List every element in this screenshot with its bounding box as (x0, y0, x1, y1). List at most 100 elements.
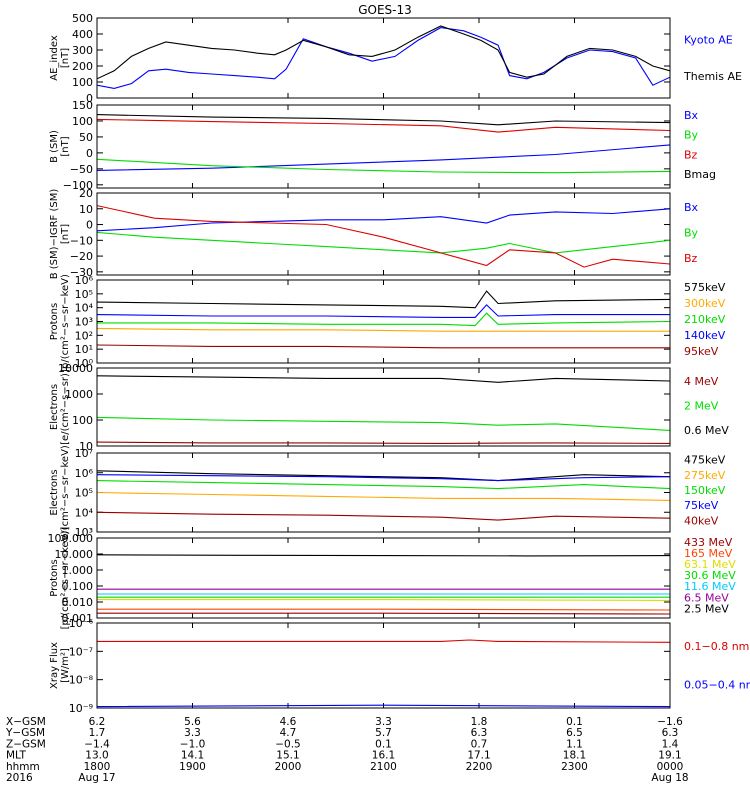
legend-label: By (684, 227, 699, 240)
legend-label: Themis AE (683, 70, 742, 83)
time-axis-value: −1.0 (180, 738, 206, 750)
time-axis-value: 2200 (466, 761, 493, 773)
time-axis-value: 6.5 (566, 727, 583, 739)
series-line-95kev (97, 344, 670, 349)
series-line-40kev (97, 511, 670, 521)
legend-label: Bz (684, 148, 698, 161)
y-tick-label: 100.000 (48, 532, 94, 545)
series-line-0-05-0-4-nm (97, 704, 670, 708)
y-tick-label: −50 (70, 163, 93, 176)
panel-protons_mev: 0.001 0.010 0.100 1.000 10.000 100.000 Protons… (48, 527, 737, 630)
series-line-bmag (97, 114, 670, 126)
y-tick-label: 10⁵ (75, 288, 93, 301)
time-axis-value: 19.1 (658, 750, 681, 762)
y-tick-label: 10⁶ (75, 467, 94, 480)
series-line-575kev (97, 290, 670, 309)
time-axis-value: 2100 (370, 761, 397, 773)
series-line-75kev (97, 474, 670, 482)
time-axis-value: 0.1 (375, 738, 392, 750)
panel-frame (96, 279, 671, 364)
time-axis-value: 14.1 (181, 750, 204, 762)
legend-label: 475keV (684, 454, 726, 467)
y-axis-label: p/(cm²−s−sr−keV) (60, 274, 71, 369)
time-axis-value: 3.3 (375, 716, 392, 728)
y-axis-label: [nT] (60, 224, 71, 244)
y-tick-label: 1000 (65, 388, 93, 401)
time-axis-value: Aug 17 (78, 772, 115, 784)
legend-label: Bz (684, 252, 698, 265)
legend-label: 275keV (684, 469, 726, 482)
panel-electrons_mev: 10 100 1000 10000 Electrons [e/(cm²−s−sr)] 4 M… (49, 362, 729, 453)
legend-label: 4 MeV (684, 375, 719, 388)
series-line-63-1-mev (97, 599, 670, 601)
y-tick-label: −30 (70, 266, 93, 279)
y-tick-label: 200 (72, 60, 93, 73)
panel-bigrf: −30 −20 −10 0 10 20 B (SM)−IGRF (SM) [nT] Bx By Bz (49, 187, 699, 279)
y-tick-label: 150 (72, 99, 93, 112)
y-axis-label: Protons (49, 559, 60, 596)
y-axis-label: B (SM)−IGRF (SM) (49, 189, 60, 280)
legend-label: Bx (684, 201, 699, 214)
series-line-4-mev (97, 441, 670, 444)
time-axis-value: −0.5 (275, 738, 301, 750)
legend-label: 0.1−0.8 nm (684, 640, 749, 653)
time-axis-value: 16.1 (372, 750, 395, 762)
time-axis-row-label: 2016 (6, 772, 33, 784)
legend-label: 75keV (684, 499, 719, 512)
series-line-433-mev (97, 612, 670, 615)
time-axis-value: 5.6 (184, 716, 201, 728)
series-line-150kev (97, 480, 670, 490)
panel-bsm: −100 −50 0 50 100 150 B (SM) [nT] Bx By Bz Bmag (49, 99, 716, 192)
y-tick-label: −10 (70, 234, 93, 247)
time-axis-value: 4.7 (280, 727, 297, 739)
y-tick-label: 300 (72, 44, 93, 57)
legend-label: Bx (684, 109, 699, 122)
legend-label: 40keV (684, 514, 719, 527)
panel-frame (96, 537, 671, 619)
legend-label: 165 MeV (684, 547, 733, 560)
time-axis-value: 1.8 (471, 716, 488, 728)
y-tick-label: 100 (72, 414, 93, 427)
panel-frame (96, 622, 671, 709)
y-tick-label: 10¹ (75, 343, 93, 356)
y-tick-label: 10 (79, 203, 93, 216)
time-axis-row-label: Z−GSM (6, 738, 46, 750)
time-axis-row-label: X−GSM (6, 716, 46, 728)
y-tick-label: 10⁻⁷ (69, 645, 93, 658)
time-axis-value: 18.1 (563, 750, 586, 762)
panel-frame (96, 367, 671, 447)
time-axis-value: −1.6 (657, 716, 683, 728)
legend-label: 63.1 MeV (684, 558, 736, 571)
y-tick-label: −20 (70, 250, 93, 263)
legend-label: Kyoto AE (684, 33, 733, 46)
legend-label: 140keV (684, 329, 726, 342)
y-tick-label: 10⁴ (75, 506, 94, 519)
legend-label: 433 MeV (684, 536, 733, 549)
time-axis-value: 1.1 (566, 738, 583, 750)
y-tick-label: 20 (79, 187, 93, 200)
legend-label: 575keV (684, 281, 726, 294)
legend-label: 300keV (684, 297, 726, 310)
y-tick-label: 10³ (75, 316, 93, 329)
panel-frame (96, 104, 671, 189)
series-line-bz (97, 118, 670, 133)
y-axis-label: [nT] (60, 48, 71, 68)
legend-label: 6.5 MeV (684, 591, 729, 604)
time-axis-value: 6.3 (662, 727, 679, 739)
time-axis-value: −1.4 (84, 738, 110, 750)
y-tick-label: 10⁰ (75, 357, 94, 370)
panel-frame (96, 17, 671, 99)
time-axis-row-label: Y−GSM (5, 727, 45, 739)
time-axis-value: 3.3 (184, 727, 201, 739)
y-tick-label: 500 (72, 12, 93, 25)
time-axis-value: Aug 18 (651, 772, 688, 784)
series-line-210kev (97, 312, 670, 327)
figure-title: GOES-13 (358, 3, 412, 17)
time-axis-value: 5.7 (375, 727, 392, 739)
time-axis-value: 1800 (84, 761, 111, 773)
series-line-bx (97, 208, 670, 232)
y-axis-label: AE_index (49, 35, 60, 81)
y-tick-label: −100 (63, 179, 93, 192)
